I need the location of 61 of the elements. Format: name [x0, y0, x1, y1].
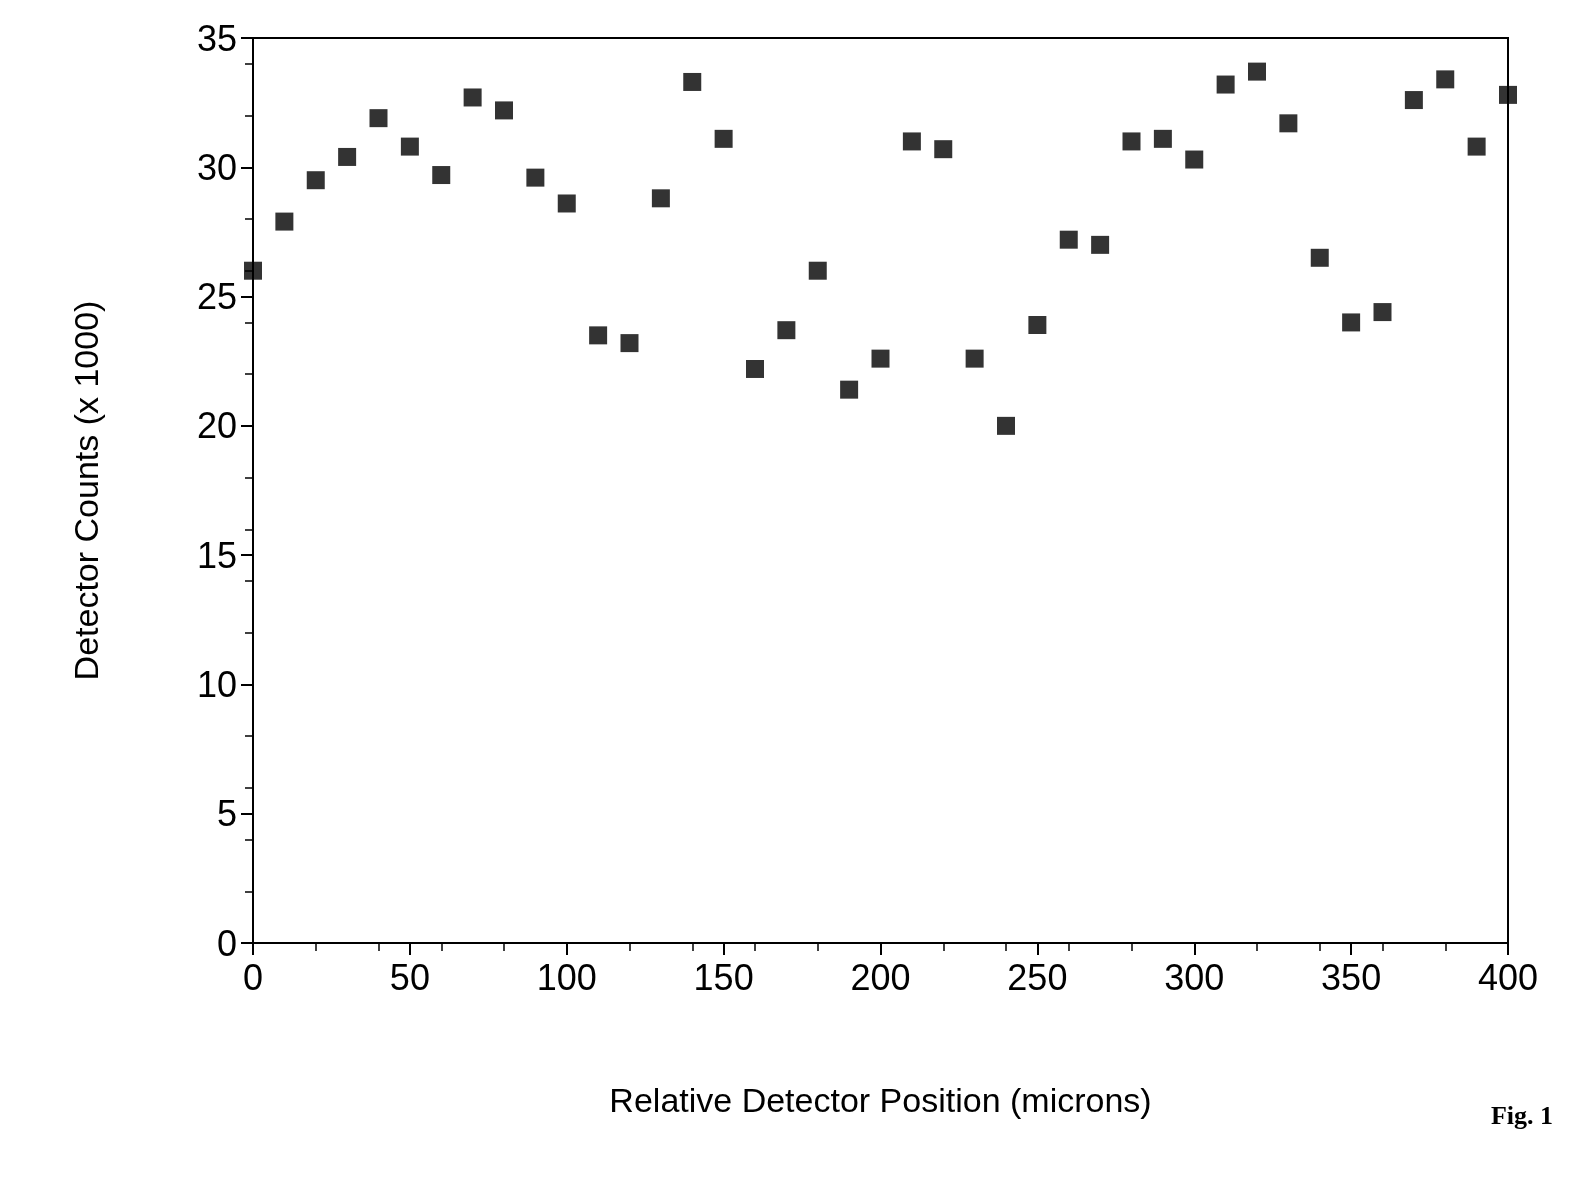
- point: [463, 88, 482, 107]
- point: [965, 349, 984, 368]
- y-tick-label: 35: [196, 17, 237, 59]
- x-tick-label: 250: [1007, 956, 1068, 998]
- point: [1028, 316, 1047, 335]
- point: [651, 189, 670, 208]
- point: [1373, 303, 1392, 322]
- x-axis-title: Relative Detector Position (microns): [609, 1081, 1152, 1119]
- y-tick-label: 10: [196, 663, 237, 705]
- point: [714, 129, 733, 148]
- point: [369, 109, 388, 128]
- point: [934, 140, 953, 159]
- point: [1342, 313, 1361, 332]
- point: [557, 194, 576, 213]
- point: [1091, 235, 1110, 254]
- point: [1467, 137, 1486, 156]
- x-tick-label: 150: [693, 956, 754, 998]
- caption: Fig. 1: [1490, 1100, 1553, 1130]
- point: [244, 261, 262, 280]
- point: [275, 212, 294, 231]
- y-tick-label: 30: [196, 146, 237, 188]
- y-tick-label: 15: [196, 534, 237, 576]
- point: [840, 380, 859, 399]
- x-tick-label: 350: [1321, 956, 1382, 998]
- y-axis-title: Detector Counts (x 1000): [67, 300, 105, 681]
- point: [1436, 70, 1455, 89]
- point: [620, 334, 639, 353]
- point: [902, 132, 921, 151]
- point: [1122, 132, 1141, 151]
- point: [871, 349, 890, 368]
- point: [746, 359, 764, 378]
- x-tick-label: 200: [850, 956, 911, 998]
- point: [997, 416, 1015, 435]
- x-tick-label: 0: [242, 956, 264, 998]
- point: [338, 147, 357, 166]
- point: [808, 261, 827, 280]
- point: [683, 72, 702, 91]
- point: [589, 326, 608, 345]
- y-tick-label: 0: [216, 922, 237, 964]
- point: [526, 168, 545, 187]
- point: [400, 137, 419, 156]
- point: [1499, 85, 1517, 104]
- point: [1248, 62, 1266, 81]
- point: [1404, 91, 1423, 110]
- x-tick-label: 100: [536, 956, 597, 998]
- y-tick-label: 25: [196, 276, 237, 318]
- y-tick-label: 20: [196, 405, 237, 447]
- y-tick-label: 5: [216, 793, 237, 835]
- point: [1059, 230, 1078, 249]
- x-tick-label: 50: [389, 956, 430, 998]
- x-tick-label: 300: [1164, 956, 1225, 998]
- point: [1185, 150, 1204, 169]
- x-tick-label: 400: [1477, 956, 1539, 998]
- point: [1216, 75, 1235, 94]
- point: [1153, 129, 1172, 148]
- point: [1310, 248, 1329, 267]
- point: [495, 101, 513, 120]
- point: [1279, 114, 1298, 133]
- point: [432, 166, 451, 185]
- point: [306, 171, 325, 190]
- point: [777, 321, 796, 340]
